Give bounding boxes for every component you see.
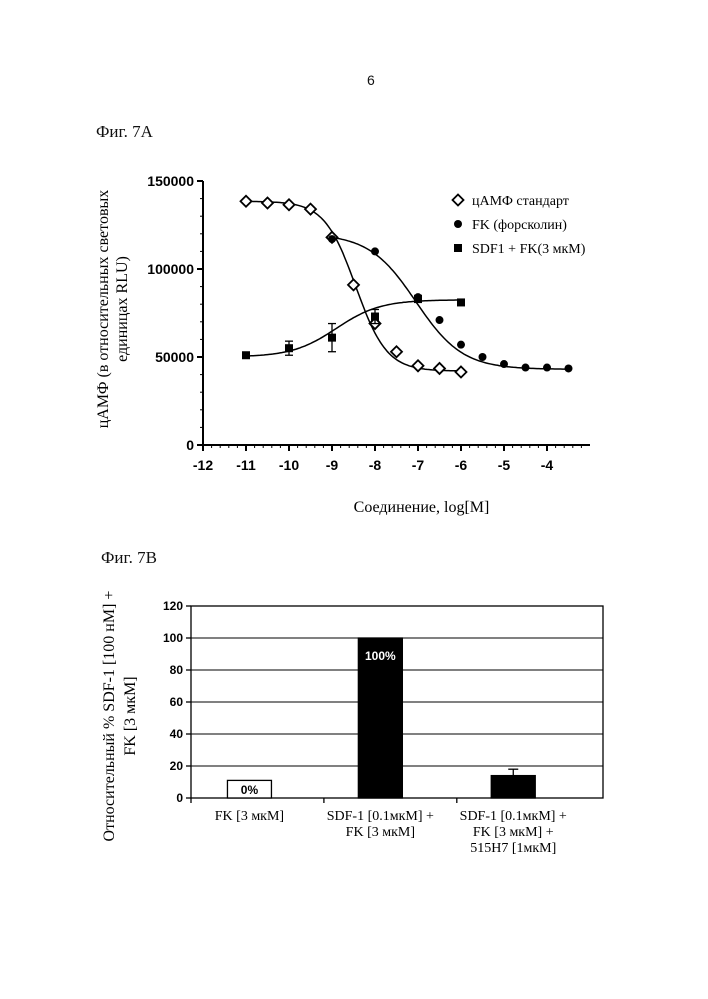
y-tick-label: 0 [176, 791, 183, 805]
category-label-line: SDF-1 [0.1мкМ] + [327, 809, 434, 824]
category-label-line: 515H7 [1мкМ] [470, 841, 556, 856]
category-label: SDF-1 [0.1мкМ] +FK [3 мкМ] [327, 809, 434, 840]
category-label-line: FK [3 мкМ] [215, 809, 284, 824]
bar-data-label: 100% [365, 649, 396, 663]
y-axis-title-line: Относительный % SDF-1 [100 нМ] + [101, 591, 118, 842]
y-tick-label: 100 [163, 631, 183, 645]
category-label: FK [3 мкМ] [215, 809, 284, 824]
y-tick-label: 40 [170, 727, 184, 741]
category-label-line: SDF-1 [0.1мкМ] + [460, 809, 567, 824]
category-label-line: FK [3 мкМ] [346, 825, 415, 840]
y-tick-label: 20 [170, 759, 184, 773]
category-label-line: FK [3 мкМ] + [473, 825, 554, 840]
bar-data-label: 0% [241, 783, 259, 797]
y-axis-title: Относительный % SDF-1 [100 нМ] +FK [3 мк… [101, 591, 139, 842]
category-label: SDF-1 [0.1мкМ] +FK [3 мкМ] +515H7 [1мкМ] [460, 809, 567, 856]
bar [491, 776, 535, 798]
y-tick-label: 120 [163, 599, 183, 613]
y-tick-label: 80 [170, 663, 184, 677]
y-axis-title-line: FK [3 мкМ] [122, 676, 139, 755]
y-tick-label: 60 [170, 695, 184, 709]
